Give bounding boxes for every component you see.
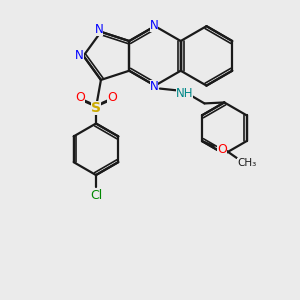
Text: Cl: Cl [90,189,102,202]
Text: O: O [75,91,85,104]
Text: O: O [217,142,227,155]
Text: N: N [150,19,158,32]
Text: N: N [150,80,158,93]
Text: NH: NH [176,87,194,100]
Text: O: O [107,91,117,104]
Text: N: N [94,23,103,36]
Text: N: N [75,50,84,62]
Text: CH₃: CH₃ [237,158,256,168]
Text: S: S [91,101,101,115]
